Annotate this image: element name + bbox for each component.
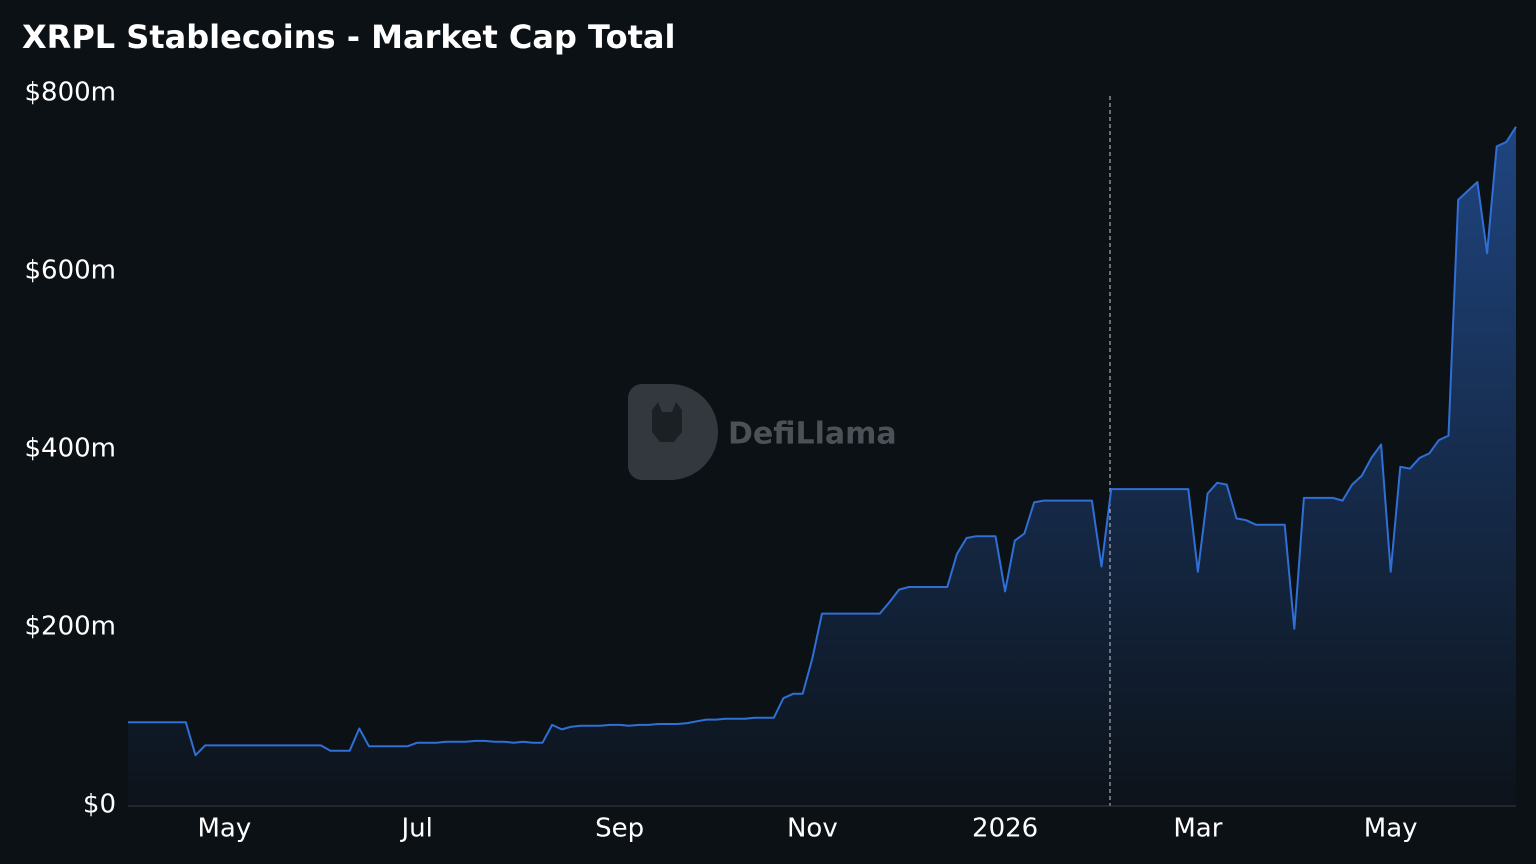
x-tick-label: Jul (399, 814, 432, 844)
x-tick-label: Nov (787, 814, 838, 844)
watermark: DefiLlama (728, 417, 897, 452)
line (128, 126, 1517, 757)
y-tick-label: $200m (25, 612, 117, 642)
x-tick-label: May (198, 814, 252, 844)
y-tick-label: $600m (25, 256, 117, 286)
x-tick-label: Mar (1173, 814, 1222, 844)
watermark-logo (628, 384, 718, 480)
chart-title: XRPL Stablecoins - Market Cap Total (22, 18, 675, 56)
area (128, 126, 1516, 806)
y-tick-label: $400m (25, 434, 117, 464)
x-tick-label: 2026 (972, 814, 1038, 844)
y-tick-label: $800m (25, 78, 117, 108)
x-tick-label: May (1364, 814, 1418, 844)
y-tick-label: $0 (83, 790, 116, 820)
x-tick-label: Sep (595, 814, 644, 844)
